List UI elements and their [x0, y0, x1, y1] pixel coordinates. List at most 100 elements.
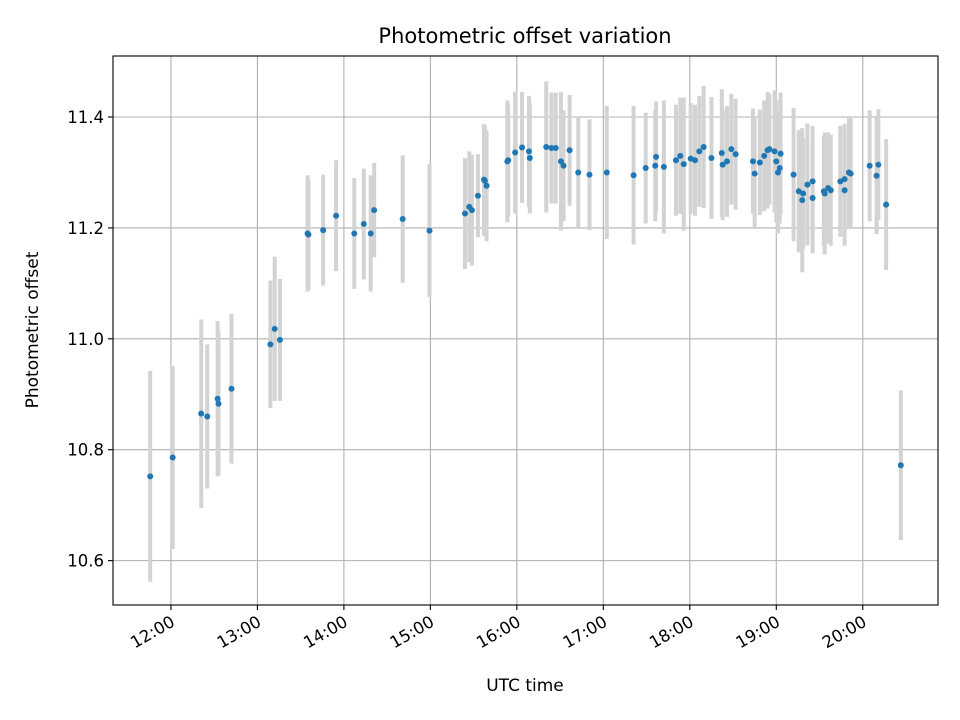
data-point	[586, 171, 593, 178]
data-point	[841, 176, 848, 183]
data-point	[728, 146, 735, 153]
data-point	[575, 169, 582, 176]
error-bars	[148, 81, 903, 582]
x-tick-label: 19:00	[733, 612, 784, 652]
data-point	[771, 148, 778, 155]
data-point	[653, 153, 660, 160]
data-point	[691, 157, 698, 164]
data-point	[360, 221, 367, 228]
x-tick-label: 14:00	[300, 612, 351, 652]
data-point	[557, 158, 564, 165]
data-point	[897, 462, 904, 469]
data-point	[215, 400, 222, 407]
data-point	[809, 194, 816, 201]
data-point	[552, 145, 559, 152]
x-tick-label: 18:00	[646, 612, 697, 652]
data-point	[708, 155, 715, 162]
data-point	[672, 157, 679, 164]
data-point	[732, 151, 739, 158]
data-point	[660, 163, 667, 170]
data-point	[776, 165, 783, 172]
data-point	[519, 144, 526, 151]
data-point	[483, 182, 490, 189]
y-tick-label: 11.4	[67, 108, 104, 127]
data-point	[198, 410, 205, 417]
data-point	[761, 152, 768, 159]
x-tick-label: 15:00	[387, 612, 438, 652]
data-point	[790, 171, 797, 178]
data-point	[566, 147, 573, 154]
data-point	[603, 169, 610, 176]
data-point	[468, 207, 475, 214]
data-point	[333, 212, 340, 219]
data-point	[677, 152, 684, 159]
y-tick-label: 10.6	[67, 552, 104, 571]
x-tick-label: 13:00	[214, 612, 265, 652]
data-point	[426, 227, 433, 234]
data-point	[723, 158, 730, 165]
x-tick-label: 20:00	[819, 612, 870, 652]
data-point	[543, 143, 550, 150]
data-point	[873, 172, 880, 179]
y-tick-label: 10.8	[67, 441, 104, 460]
y-tick-label: 11.2	[67, 219, 104, 238]
data-point	[351, 230, 358, 237]
y-axis-ticks: 10.6 10.8 11.0 11.2 11.4	[67, 108, 113, 571]
data-point	[320, 227, 327, 234]
data-point	[276, 336, 283, 343]
data-points	[147, 143, 904, 480]
data-point	[228, 385, 235, 392]
data-point	[526, 155, 533, 162]
data-point	[680, 161, 687, 168]
data-point	[512, 149, 519, 156]
x-tick-label: 12:00	[127, 612, 178, 652]
data-point	[751, 170, 758, 177]
data-point	[875, 161, 882, 168]
data-point	[367, 230, 374, 237]
data-point	[214, 395, 221, 402]
data-point	[505, 157, 512, 164]
data-point	[841, 187, 848, 194]
data-point	[847, 170, 854, 177]
chart-title: Photometric offset variation	[378, 24, 671, 48]
data-point	[630, 172, 637, 179]
x-tick-label: 17:00	[560, 612, 611, 652]
data-point	[827, 187, 834, 194]
data-point	[883, 201, 890, 208]
data-point	[800, 190, 807, 197]
data-point	[749, 158, 756, 165]
data-point	[799, 197, 806, 204]
data-point	[866, 162, 873, 169]
y-axis-label: Photometric offset	[23, 251, 43, 408]
data-point	[169, 454, 176, 461]
data-point	[305, 231, 312, 238]
data-point	[773, 158, 780, 165]
data-point	[777, 150, 784, 157]
data-point	[371, 207, 378, 214]
data-point	[804, 181, 811, 188]
data-point	[700, 143, 707, 150]
data-point	[718, 150, 725, 157]
data-point	[766, 146, 773, 153]
data-point	[525, 148, 532, 155]
data-point	[147, 473, 154, 480]
data-point	[267, 341, 274, 348]
data-point	[642, 165, 649, 172]
y-tick-label: 11.0	[67, 330, 104, 349]
plot-frame	[112, 55, 939, 606]
data-point	[548, 145, 555, 152]
data-point	[719, 161, 726, 168]
data-point	[696, 148, 703, 155]
x-axis-ticks: 12:00 13:00 14:00 15:00 16:00 17:00 18:00 19:00…	[127, 605, 870, 652]
data-point	[461, 210, 468, 217]
data-point	[204, 413, 211, 420]
data-point	[652, 162, 659, 169]
x-axis-label: UTC time	[486, 676, 564, 696]
data-point	[821, 190, 828, 197]
data-point	[560, 162, 567, 169]
data-point	[481, 177, 488, 184]
x-tick-label: 16:00	[473, 612, 524, 652]
data-point	[399, 216, 406, 223]
data-point	[809, 178, 816, 185]
